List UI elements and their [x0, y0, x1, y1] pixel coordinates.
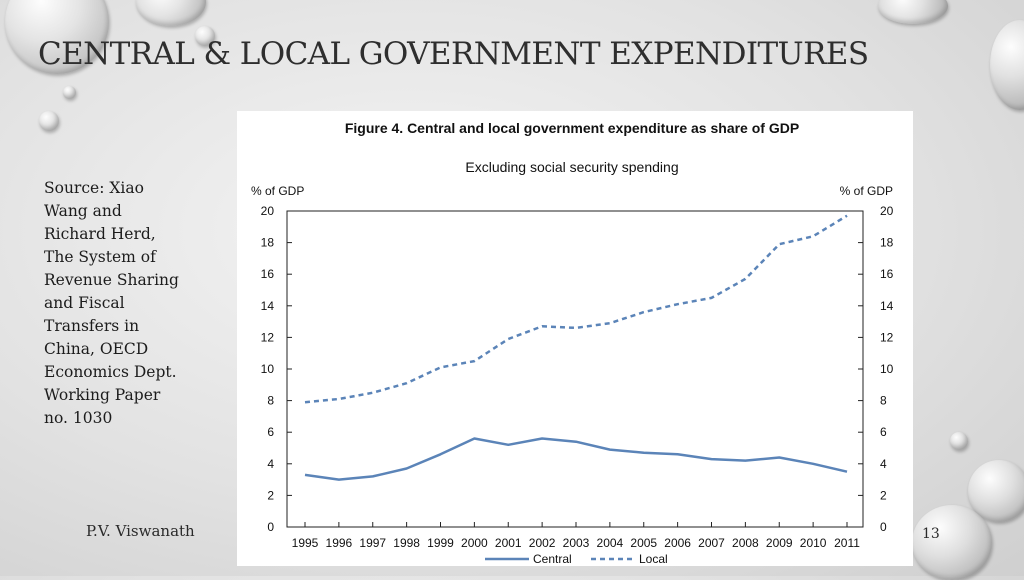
water-drop-decoration — [136, 0, 206, 26]
y-tick-label-left: 12 — [261, 330, 275, 344]
x-tick-label: 2006 — [664, 536, 691, 550]
y-tick-label-left: 4 — [267, 457, 274, 471]
y-tick-label-right: 0 — [880, 520, 887, 534]
series-line-central — [304, 437, 848, 481]
plot-frame — [286, 210, 864, 528]
line-chart: Figure 4. Central and local government e… — [251, 120, 894, 566]
author-footer: P.V. Viswanath — [86, 522, 195, 540]
water-drop-decoration — [195, 26, 215, 46]
water-drop-decoration — [63, 86, 76, 99]
y-tick-label-left: 2 — [267, 488, 274, 502]
slide-title: CENTRAL & LOCAL GOVERNMENT EXPENDITURES — [38, 36, 869, 72]
x-tick-label: 2008 — [732, 536, 759, 550]
water-drop-decoration — [912, 505, 992, 580]
chart-subtitle: Excluding social security spending — [465, 159, 678, 175]
y-tick-label-right: 10 — [880, 362, 894, 376]
x-tick-label: 2005 — [630, 536, 657, 550]
x-tick-label: 1998 — [393, 536, 420, 550]
chart-figure: Figure 4. Central and local government e… — [237, 111, 913, 566]
page-number: 13 — [922, 526, 940, 542]
x-tick-label: 2001 — [495, 536, 522, 550]
y-tick-label-right: 4 — [880, 457, 887, 471]
y-tick-label-right: 18 — [880, 236, 894, 250]
y-tick-label-left: 6 — [267, 425, 274, 439]
source-line: The System of — [44, 248, 156, 266]
y-tick-label-left: 14 — [261, 299, 275, 313]
series-lines — [304, 214, 848, 481]
source-line: Economics Dept. — [44, 363, 177, 381]
source-line: China, OECD — [44, 340, 149, 358]
x-tick-label: 2011 — [834, 536, 860, 550]
water-drop-decoration — [39, 111, 59, 131]
y-tick-label-right: 14 — [880, 299, 894, 313]
source-line: Richard Herd, — [44, 225, 156, 243]
y-tick-label-left: 0 — [267, 520, 274, 534]
y-tick-label-left: 8 — [267, 394, 274, 408]
legend-label-local: Local — [639, 552, 668, 566]
source-line: no. 1030 — [44, 409, 113, 427]
y-tick-label-right: 8 — [880, 394, 887, 408]
water-drop-decoration — [968, 460, 1024, 522]
series-line-local — [304, 214, 848, 404]
y-tick-label-right: 12 — [880, 330, 894, 344]
x-tick-label: 1996 — [326, 536, 353, 550]
source-line: and Fiscal — [44, 294, 125, 312]
axis-ticks: 0 0 2 2 4 4 6 6 8 8 10 10 12 12 14 14 16 16 18 18 20 20 1995 19… — [261, 204, 894, 550]
y-tick-label-left: 20 — [261, 204, 275, 218]
x-tick-label: 2007 — [698, 536, 725, 550]
source-line: Working Paper — [44, 386, 161, 404]
x-tick-label: 1995 — [292, 536, 319, 550]
x-tick-label: 2009 — [766, 536, 793, 550]
x-tick-label: 2000 — [461, 536, 488, 550]
y-tick-label-right: 6 — [880, 425, 887, 439]
source-line: Source: Xiao — [44, 179, 144, 197]
water-drop-decoration — [878, 0, 948, 24]
y-tick-label-right: 2 — [880, 488, 887, 502]
x-tick-label: 2010 — [800, 536, 827, 550]
y-axis-label-right: % of GDP — [840, 184, 893, 198]
water-drop-decoration — [950, 432, 968, 450]
y-tick-label-right: 16 — [880, 267, 894, 281]
y-tick-label-left: 10 — [261, 362, 275, 376]
x-tick-label: 1999 — [427, 536, 454, 550]
x-tick-label: 1997 — [359, 536, 386, 550]
x-tick-label: 2002 — [529, 536, 556, 550]
x-tick-label: 2003 — [563, 536, 590, 550]
legend: Central Local — [485, 552, 668, 566]
y-tick-label-left: 18 — [261, 236, 275, 250]
y-tick-label-left: 16 — [261, 267, 275, 281]
chart-title: Figure 4. Central and local government e… — [345, 120, 799, 136]
x-tick-label: 2004 — [597, 536, 624, 550]
source-line: Transfers in — [44, 317, 140, 335]
y-tick-label-right: 20 — [880, 204, 894, 218]
source-line: Wang and — [44, 202, 122, 220]
y-axis-label-left: % of GDP — [251, 184, 304, 198]
source-citation: Source: Xiao Wang and Richard Herd, The … — [44, 177, 214, 430]
legend-label-central: Central — [533, 552, 572, 566]
source-line: Revenue Sharing — [44, 271, 179, 289]
